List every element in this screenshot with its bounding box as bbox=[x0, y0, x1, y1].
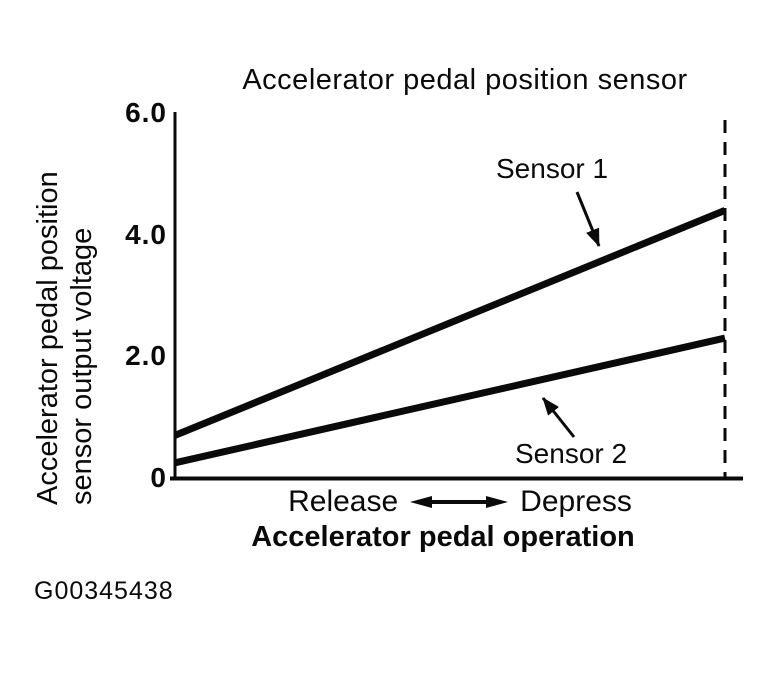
x-axis-title: Accelerator pedal operation bbox=[251, 521, 635, 553]
y-tick-label-4.0: 4.0 bbox=[125, 218, 167, 250]
y-axis-label-line1: Accelerator pedal position bbox=[32, 171, 64, 505]
x-operation-annotation: Release Depress bbox=[175, 485, 745, 519]
y-axis-label: Accelerator pedal position sensor output… bbox=[31, 65, 99, 505]
figure-id: G00345438 bbox=[34, 577, 174, 605]
sensor2-arrow bbox=[541, 397, 576, 438]
series-line-2 bbox=[174, 334, 726, 467]
y-tick-label-0: 0 bbox=[150, 462, 167, 493]
double-arrow-icon bbox=[410, 496, 509, 508]
y-tick-label-2.0: 2.0 bbox=[125, 340, 167, 372]
y-axis-label-line2: sensor output voltage bbox=[66, 227, 98, 505]
series-line-1 bbox=[173, 207, 727, 439]
depress-label: Depress bbox=[520, 485, 632, 518]
sensor1-label: Sensor 1 bbox=[496, 153, 609, 184]
series-lines bbox=[173, 207, 727, 467]
y-tick-label-6.0: 6.0 bbox=[125, 97, 167, 128]
sensor2-label: Sensor 2 bbox=[515, 438, 628, 469]
release-label: Release bbox=[288, 485, 399, 518]
sensor1-arrow bbox=[575, 191, 601, 247]
chart-title: Accelerator pedal position sensor bbox=[242, 64, 688, 96]
